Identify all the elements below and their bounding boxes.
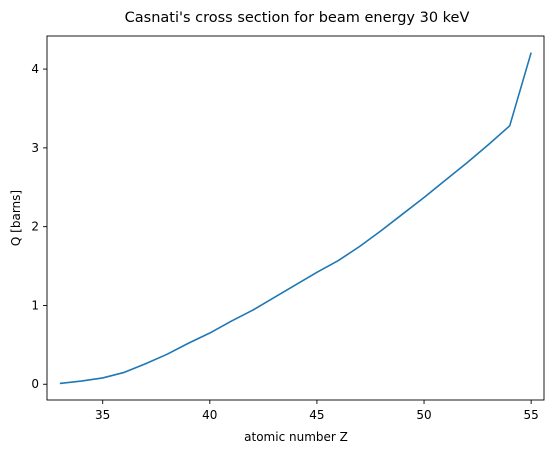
- y-tick-label: 0: [31, 377, 39, 391]
- x-tick-label: 45: [309, 408, 324, 422]
- x-tick-label: 55: [524, 408, 539, 422]
- y-tick-label: 1: [31, 298, 39, 312]
- x-tick-label: 35: [95, 408, 110, 422]
- y-tick-label: 4: [31, 62, 39, 76]
- chart-title: Casnati's cross section for beam energy …: [125, 10, 470, 26]
- axes-frame: [46, 35, 545, 401]
- x-tick-label: 40: [202, 408, 217, 422]
- y-axis: 0 1 2 3 4: [31, 62, 47, 391]
- y-tick-label: 2: [31, 220, 39, 234]
- y-tick-label: 3: [31, 141, 39, 155]
- x-axis: 35 40 45 50 55: [95, 400, 539, 422]
- x-tick-label: 50: [416, 408, 431, 422]
- series-line: [59, 52, 532, 385]
- plot-area: [59, 52, 532, 385]
- y-axis-label: Q [barns]: [9, 190, 23, 246]
- x-axis-label: atomic number Z: [244, 430, 348, 444]
